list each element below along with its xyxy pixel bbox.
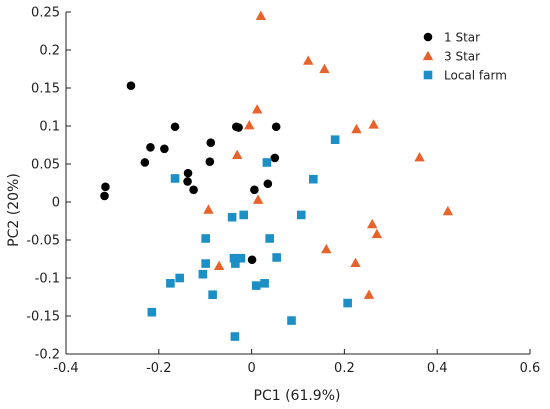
legend-label: 1 Star — [444, 31, 480, 45]
data-point — [251, 104, 263, 114]
x-tick-label: -0.4 — [53, 361, 78, 376]
y-tick-label: 0.05 — [31, 158, 60, 173]
data-point — [351, 123, 362, 134]
data-point — [343, 298, 352, 308]
data-point — [101, 182, 110, 192]
data-point — [201, 259, 210, 268]
y-tick-label: -0.05 — [26, 234, 60, 249]
legend-entry: Local farm — [423, 69, 507, 83]
data-point — [371, 228, 383, 239]
data-point — [227, 212, 237, 222]
data-point — [363, 289, 375, 299]
data-point — [229, 253, 239, 263]
legend-entry: 3 Star — [422, 50, 480, 64]
data-point — [255, 10, 267, 20]
data-point — [183, 177, 192, 186]
data-point — [250, 185, 259, 195]
data-point — [230, 332, 240, 341]
x-tick-label: 0 — [247, 361, 255, 376]
data-point — [166, 279, 175, 288]
data-point — [309, 174, 318, 184]
series-3-star — [203, 10, 454, 299]
data-points — [100, 10, 454, 341]
data-point — [368, 119, 379, 129]
x-tick-label: 0.6 — [520, 361, 541, 376]
data-point — [260, 279, 269, 288]
data-point — [231, 259, 240, 268]
data-point — [208, 290, 217, 300]
x-axis-label: PC1 (61.9%) — [254, 388, 341, 404]
y-tick-label: 0.15 — [31, 82, 60, 97]
data-point — [160, 144, 169, 154]
data-point — [303, 55, 314, 65]
data-point — [100, 191, 109, 201]
legend-marker — [422, 50, 434, 61]
y-axis-ticks: -0.2 -0.15 -0.1 -0.05 0 0.05 0.1 0.15 0.2 0.25 — [26, 6, 71, 363]
data-point — [126, 81, 136, 91]
data-point — [247, 255, 257, 265]
series-1-star — [100, 81, 281, 265]
data-point — [442, 205, 454, 216]
x-axis-ticks: -0.4 -0.2 0 0.2 0.4 0.6 — [53, 349, 540, 376]
y-tick-label: 0 — [52, 196, 60, 211]
data-point — [198, 269, 208, 279]
legend-label: Local farm — [444, 69, 507, 83]
data-point — [296, 210, 306, 220]
y-tick-label: -0.1 — [35, 272, 60, 287]
legend-marker — [423, 32, 433, 42]
y-tick-label: 0.2 — [39, 44, 60, 59]
x-tick-label: 0.4 — [427, 361, 448, 376]
data-point — [203, 204, 214, 214]
data-point — [330, 135, 340, 144]
data-point — [232, 149, 243, 160]
data-point — [170, 122, 180, 132]
data-point — [272, 253, 281, 262]
y-tick-label: -0.15 — [26, 310, 60, 325]
data-point — [414, 151, 425, 162]
y-tick-label: 0.1 — [39, 120, 60, 135]
data-point — [236, 253, 246, 263]
data-point — [213, 260, 225, 270]
data-point — [175, 273, 184, 283]
data-point — [252, 194, 264, 204]
y-tick-label: 0.25 — [31, 6, 60, 21]
data-point — [263, 179, 273, 189]
x-tick-label: -0.2 — [146, 361, 171, 376]
data-point — [321, 243, 332, 254]
legend: 1 Star 3 Star Local farm — [410, 22, 528, 88]
data-point — [140, 158, 150, 167]
y-tick-label: -0.2 — [35, 348, 60, 363]
data-point — [206, 138, 216, 148]
data-point — [205, 157, 215, 167]
plot-axes — [65, 12, 530, 355]
data-point — [319, 63, 330, 74]
data-point — [265, 234, 274, 243]
data-point — [251, 281, 261, 290]
data-point — [183, 168, 193, 178]
data-point — [270, 153, 280, 163]
data-point — [287, 316, 296, 325]
x-tick-label: 0.2 — [334, 361, 355, 376]
y-axis-label: PC2 (20%) — [6, 173, 22, 247]
data-point — [234, 123, 243, 132]
data-point — [170, 174, 180, 183]
data-point — [244, 120, 255, 130]
data-point — [350, 257, 361, 267]
data-point — [262, 158, 272, 167]
data-point — [271, 122, 281, 132]
data-point — [367, 218, 378, 229]
data-point — [239, 210, 249, 220]
data-point — [146, 142, 155, 152]
legend-entry: 1 Star — [423, 31, 480, 45]
data-point — [201, 234, 210, 243]
data-point — [147, 307, 157, 317]
legend-marker — [423, 70, 433, 80]
series-local-farm — [147, 135, 352, 341]
legend-label: 3 Star — [444, 50, 480, 64]
data-point — [189, 185, 198, 195]
